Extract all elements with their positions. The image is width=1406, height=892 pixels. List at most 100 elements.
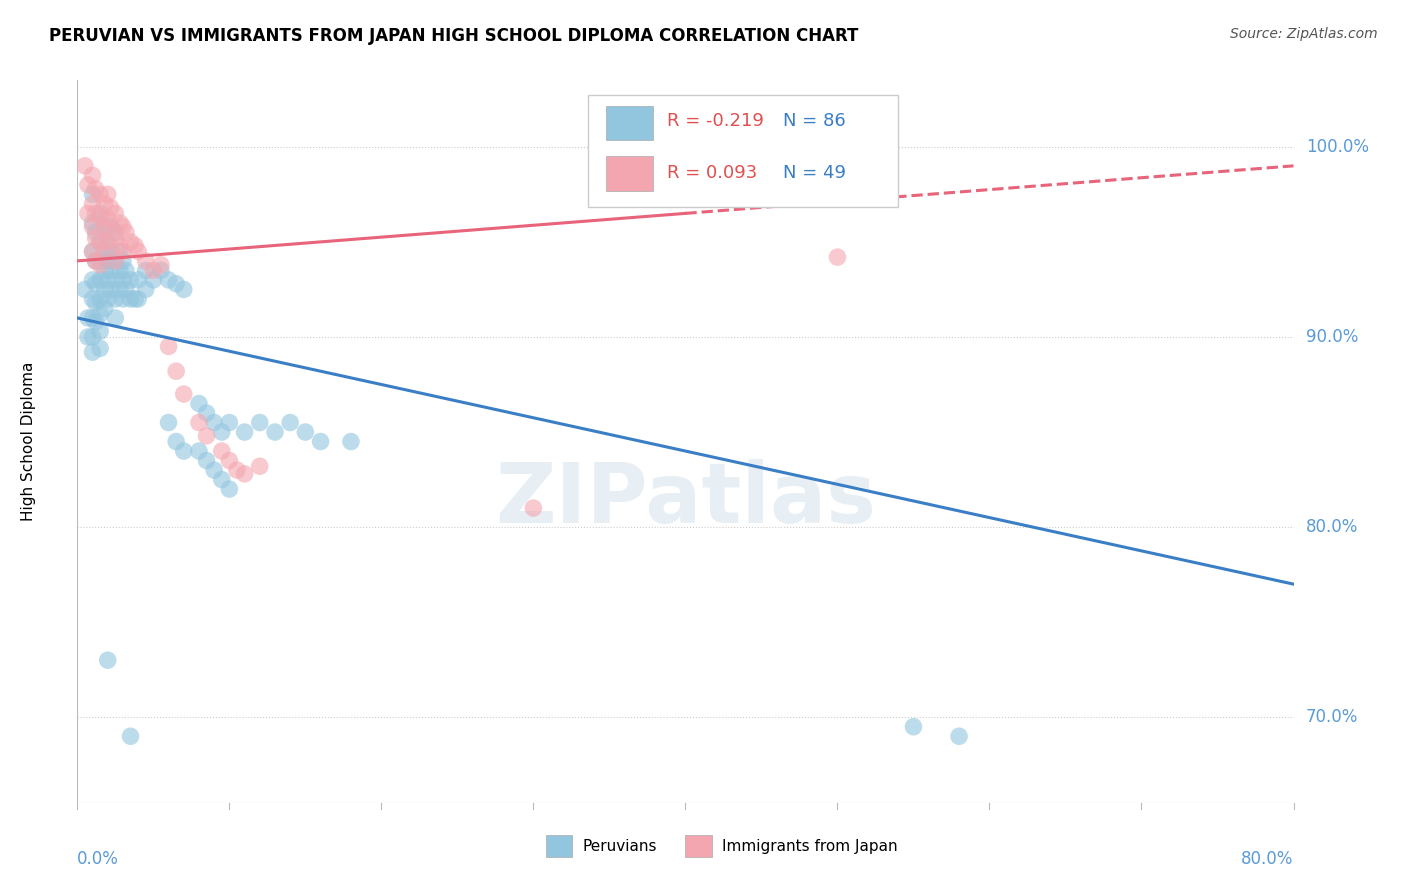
Text: N = 86: N = 86 — [783, 112, 845, 130]
Point — [120, 729, 142, 743]
Point — [233, 467, 256, 481]
Point — [233, 425, 256, 439]
Text: 80.0%: 80.0% — [1241, 850, 1294, 868]
Point — [100, 282, 122, 296]
Point — [82, 244, 104, 259]
Point — [115, 282, 138, 296]
Bar — [606, 105, 652, 140]
Point — [218, 482, 240, 496]
Point — [124, 238, 146, 252]
Point — [84, 254, 107, 268]
FancyBboxPatch shape — [588, 95, 898, 207]
Text: Immigrants from Japan: Immigrants from Japan — [721, 839, 897, 855]
Point — [89, 273, 111, 287]
Point — [135, 263, 157, 277]
Bar — [686, 835, 713, 857]
Point — [89, 307, 111, 321]
Point — [104, 292, 127, 306]
Point — [82, 187, 104, 202]
Point — [108, 282, 131, 296]
Point — [89, 258, 111, 272]
Text: High School Diploma: High School Diploma — [21, 362, 37, 521]
Text: R = 0.093: R = 0.093 — [668, 164, 758, 182]
Text: 0.0%: 0.0% — [77, 850, 120, 868]
Point — [97, 235, 120, 249]
Point — [249, 459, 271, 474]
Point — [173, 387, 195, 401]
Point — [120, 292, 142, 306]
Point — [97, 292, 120, 306]
Point — [120, 235, 142, 249]
Point — [82, 273, 104, 287]
Point — [149, 258, 172, 272]
Point — [264, 425, 287, 439]
Point — [149, 263, 172, 277]
Point — [84, 315, 107, 329]
Point — [218, 416, 240, 430]
Point — [82, 216, 104, 230]
Point — [84, 277, 107, 291]
Point — [903, 720, 925, 734]
Point — [89, 235, 111, 249]
Point — [84, 254, 107, 268]
Point — [93, 282, 115, 296]
Point — [84, 231, 107, 245]
Point — [89, 187, 111, 202]
Point — [173, 282, 195, 296]
Point — [188, 396, 211, 410]
Point — [73, 159, 96, 173]
Point — [115, 226, 138, 240]
Point — [97, 273, 120, 287]
Point — [108, 244, 131, 259]
Point — [188, 444, 211, 458]
Point — [165, 364, 187, 378]
Point — [82, 330, 104, 344]
Point — [309, 434, 332, 449]
Point — [104, 310, 127, 325]
Point — [84, 206, 107, 220]
Point — [82, 310, 104, 325]
Point — [340, 434, 363, 449]
Text: 100.0%: 100.0% — [1306, 138, 1368, 156]
Point — [100, 244, 122, 259]
Point — [104, 273, 127, 287]
Bar — [606, 156, 652, 191]
Point — [111, 244, 134, 259]
Text: ZIPatlas: ZIPatlas — [495, 458, 876, 540]
Point — [157, 339, 180, 353]
Point — [157, 273, 180, 287]
Point — [127, 292, 149, 306]
Point — [89, 254, 111, 268]
Point — [77, 206, 100, 220]
Point — [97, 212, 120, 227]
Point — [135, 254, 157, 268]
Point — [104, 206, 127, 220]
Point — [195, 453, 218, 467]
Text: Source: ZipAtlas.com: Source: ZipAtlas.com — [1230, 27, 1378, 41]
Point — [127, 244, 149, 259]
Point — [522, 501, 544, 516]
Point — [202, 463, 225, 477]
Point — [948, 729, 970, 743]
Point — [127, 273, 149, 287]
Text: 90.0%: 90.0% — [1306, 328, 1358, 346]
Point — [142, 263, 165, 277]
Text: Peruvians: Peruvians — [582, 839, 657, 855]
Point — [249, 416, 271, 430]
Point — [89, 210, 111, 224]
Text: 80.0%: 80.0% — [1306, 518, 1358, 536]
Point — [93, 197, 115, 211]
Point — [100, 263, 122, 277]
Point — [100, 201, 122, 215]
Point — [93, 263, 115, 277]
Point — [120, 273, 142, 287]
Point — [827, 250, 849, 264]
Point — [84, 295, 107, 310]
Point — [104, 254, 127, 268]
Point — [142, 273, 165, 287]
Point — [108, 238, 131, 252]
Point — [73, 282, 96, 296]
Point — [89, 206, 111, 220]
Point — [93, 301, 115, 316]
Point — [97, 235, 120, 249]
